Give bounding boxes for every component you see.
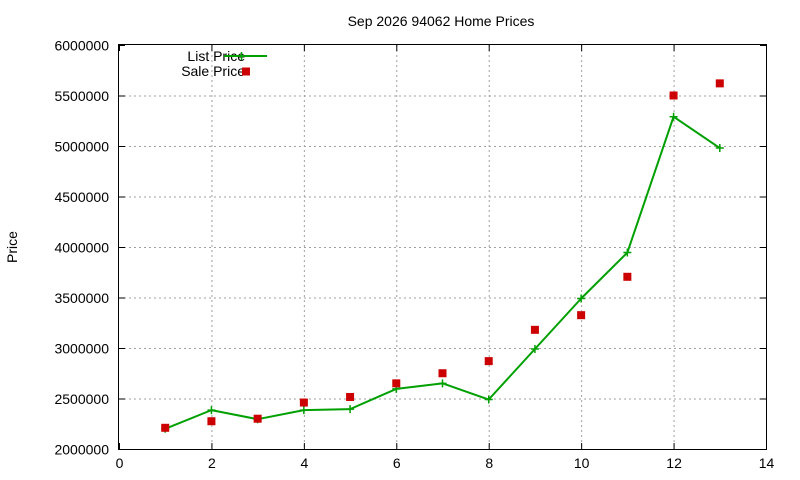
legend-marker-list-price — [237, 52, 246, 60]
legend-marker-sale-price — [242, 67, 250, 76]
sale-price-point — [530, 325, 539, 334]
legend-label-sale-price: Sale Price — [181, 63, 245, 79]
list-price-point — [207, 406, 216, 415]
y-tick-label: 3000000 — [54, 341, 109, 357]
sale-price-point — [161, 423, 170, 432]
list-price-point — [530, 345, 539, 354]
list-price-point — [484, 395, 493, 404]
y-tick-label: 2000000 — [54, 442, 109, 458]
y-axis-label: Price — [4, 231, 20, 263]
x-tick-label: 0 — [116, 455, 124, 471]
y-tick-label: 6000000 — [54, 38, 109, 54]
x-tick-label: 12 — [666, 455, 682, 471]
list-price-point — [346, 405, 355, 414]
x-tick-label: 6 — [393, 455, 401, 471]
x-tick-label: 2 — [208, 455, 216, 471]
list-price-point — [669, 112, 678, 121]
y-tick-label: 2500000 — [54, 391, 109, 407]
sale-price-point — [577, 311, 586, 320]
y-tick-label: 4500000 — [54, 189, 109, 205]
legend: List Price Sale Price — [181, 48, 267, 79]
sale-price-point — [715, 79, 724, 88]
sale-price-point — [438, 369, 447, 378]
sale-price-point — [669, 91, 678, 100]
axis-ticks: 0 2 4 6 8 10 12 14 2000000 2500000 3000000 3500000 4… — [54, 38, 774, 472]
sale-price-point — [253, 414, 262, 423]
x-tick-label: 4 — [300, 455, 308, 471]
list-price-point — [715, 144, 724, 153]
sale-price-point — [392, 379, 401, 388]
sale-price-point — [207, 417, 216, 426]
list-price-point — [299, 406, 308, 415]
sale-price-point — [484, 357, 493, 366]
legend-label-list-price: List Price — [187, 48, 245, 64]
plot-frame — [118, 44, 767, 450]
x-tick-label: 8 — [485, 455, 493, 471]
sale-price-point — [346, 392, 355, 401]
sale-price-point — [623, 272, 632, 281]
y-tick-label: 5000000 — [54, 139, 109, 155]
series-layer — [161, 79, 724, 433]
x-tick-label: 14 — [759, 455, 775, 471]
sale-price-point — [299, 398, 308, 407]
x-tick-label: 10 — [574, 455, 590, 471]
list-price-point — [577, 294, 586, 303]
y-tick-label: 5500000 — [54, 88, 109, 104]
grid — [119, 45, 766, 449]
chart-title: Sep 2026 94062 Home Prices — [348, 13, 535, 29]
y-tick-label: 4000000 — [54, 240, 109, 256]
list-price-point — [623, 248, 632, 257]
y-tick-label: 3500000 — [54, 290, 109, 306]
list-price-point — [438, 379, 447, 388]
